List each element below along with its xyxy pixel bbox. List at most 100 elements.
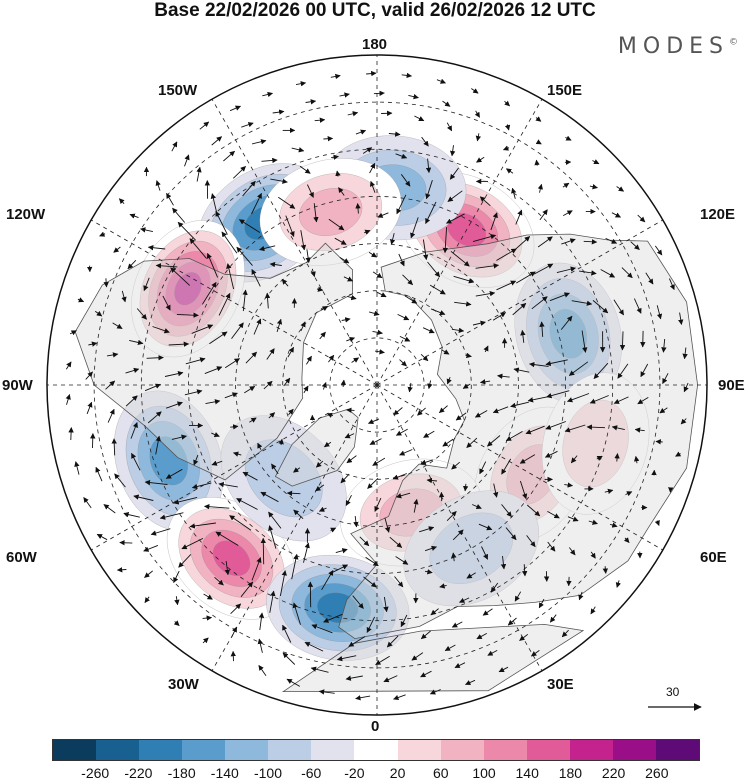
wind-vector <box>146 355 164 361</box>
wind-vector <box>426 477 438 484</box>
wind-vector <box>389 536 403 548</box>
wind-vector <box>105 380 116 390</box>
wind-vector <box>399 449 413 456</box>
wind-vector <box>420 353 429 362</box>
wind-vector <box>400 174 411 187</box>
wind-vector <box>634 427 645 433</box>
wind-vector <box>546 390 570 399</box>
wind-vector <box>328 218 345 231</box>
wind-vector <box>293 467 301 473</box>
wind-vector <box>344 433 355 439</box>
wind-vector <box>640 363 649 378</box>
wind-vector <box>623 537 630 544</box>
wind-vector <box>203 593 213 600</box>
colorbar-tick-label: -140 <box>210 765 239 781</box>
latitude-circle-80 <box>329 337 425 433</box>
wind-vector <box>486 435 501 447</box>
colorbar-swatch <box>612 740 656 760</box>
wind-vector <box>527 395 550 403</box>
wind-vector <box>164 370 184 377</box>
wind-vector <box>500 555 507 570</box>
colorbar-tick-label: 60 <box>433 765 449 781</box>
wind-vector <box>439 583 447 589</box>
wind-vector <box>399 335 411 342</box>
wind-vector <box>621 267 633 279</box>
wind-vector <box>581 330 588 353</box>
wind-vector <box>637 214 646 223</box>
wind-vector <box>258 612 265 631</box>
wind-vector <box>334 237 347 245</box>
wind-vector <box>475 133 482 142</box>
wind-vector <box>202 615 213 621</box>
wind-vector <box>504 124 511 131</box>
wind-vector <box>319 331 326 340</box>
wind-vector <box>372 329 383 336</box>
colorbar-swatch <box>397 740 441 760</box>
wind-vector <box>147 411 162 424</box>
wind-vector <box>88 341 98 347</box>
reference-vector-arrow <box>648 703 702 711</box>
wind-vector <box>570 455 578 464</box>
wind-vector <box>613 396 629 404</box>
wind-vector <box>244 386 256 394</box>
wind-vector <box>184 154 190 167</box>
wind-vector <box>501 504 512 518</box>
wind-vector <box>427 261 441 278</box>
wind-vector <box>238 219 261 233</box>
wind-vector <box>77 297 85 303</box>
wind-vector <box>364 229 371 235</box>
wind-vector <box>637 397 649 405</box>
wind-vector <box>260 491 279 503</box>
meridian-240 <box>91 219 378 386</box>
land-eurasia <box>338 233 699 640</box>
wind-vector <box>287 346 294 358</box>
wind-vector <box>303 385 309 394</box>
wind-vector <box>394 576 404 588</box>
wind-vector <box>475 263 500 269</box>
wind-vector <box>281 278 289 287</box>
wind-vector <box>251 139 267 145</box>
anomaly-contour <box>244 439 323 518</box>
wind-vector <box>530 650 540 657</box>
wind-vector <box>596 455 603 461</box>
colorbar-tick-label: -260 <box>81 765 110 781</box>
meridian-150 <box>376 99 543 386</box>
wind-vector <box>83 497 92 509</box>
wind-vector <box>611 212 621 218</box>
wind-vector <box>272 109 285 115</box>
wind-vector <box>251 269 261 287</box>
wind-vector <box>373 90 385 97</box>
wind-vector <box>257 638 263 653</box>
wind-vector <box>355 695 371 701</box>
wind-vector <box>568 361 589 376</box>
wind-vector <box>332 564 349 573</box>
wind-vector <box>326 412 334 418</box>
wind-vector <box>264 292 271 309</box>
wind-vector <box>191 324 214 334</box>
wind-vector <box>619 331 626 351</box>
brand-mark: © <box>729 37 738 48</box>
wind-vector <box>166 192 174 206</box>
land-greenland <box>274 408 359 487</box>
wind-vector <box>209 331 228 345</box>
wind-vector <box>123 511 140 518</box>
wind-vector <box>155 180 161 191</box>
wind-vector <box>171 434 187 440</box>
wind-vector <box>144 570 153 578</box>
wind-vector <box>505 431 523 442</box>
wind-vector <box>422 327 435 334</box>
wind-vector <box>295 81 307 87</box>
land-north-america <box>74 242 354 481</box>
colorbar-swatch <box>526 740 570 760</box>
wind-vector <box>604 488 614 494</box>
wind-vector <box>424 545 438 552</box>
wind-vector <box>402 274 413 286</box>
wind-vector <box>547 541 556 552</box>
wind-vector <box>85 371 93 380</box>
wind-vector <box>393 694 406 701</box>
wind-vector <box>193 454 199 466</box>
wind-vector <box>421 136 429 147</box>
wind-vector <box>241 122 254 128</box>
wind-vector <box>310 666 329 673</box>
wind-vector <box>656 305 663 320</box>
